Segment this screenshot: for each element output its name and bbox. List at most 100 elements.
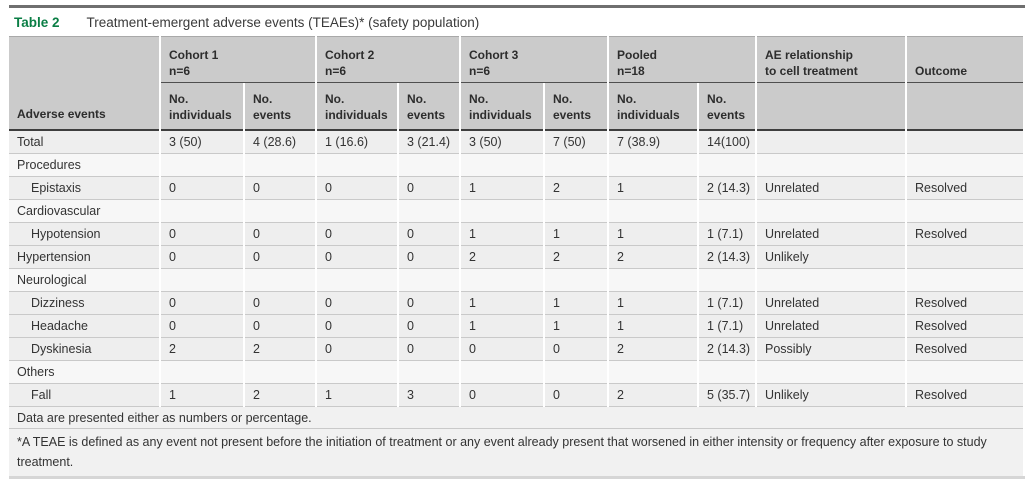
value-cell: 1 — [461, 223, 543, 246]
value-cell: 0 — [461, 384, 543, 407]
subcolumn-header-no-events-line: No. — [553, 92, 573, 107]
value-cell: 0 — [317, 246, 397, 269]
subcolumn-header-no-individuals: No. individuals — [161, 83, 243, 131]
category-row-cell — [907, 154, 1023, 177]
category-row-cell — [757, 200, 905, 223]
category-row-cell — [461, 361, 543, 384]
subcolumn-header-no-individuals-line: individuals — [617, 107, 680, 122]
value-cell: 2 (14.3) — [699, 338, 755, 361]
value-cell: 2 — [609, 246, 697, 269]
outcome-cell: Resolved — [907, 315, 1023, 338]
outcome-cell: Resolved — [907, 223, 1023, 246]
value-cell: 3 (50) — [161, 131, 243, 154]
category-row-cell — [757, 269, 905, 292]
value-cell: 2 — [609, 384, 697, 407]
column-group-header-pooled-line: Pooled — [617, 48, 658, 63]
value-cell: 1 (7.1) — [699, 315, 755, 338]
subcolumn-header-no-individuals-line: No. — [469, 92, 489, 107]
relationship-cell: Unrelated — [757, 315, 905, 338]
subcolumn-header-no-events: No. events — [545, 83, 607, 131]
value-cell: 2 — [545, 177, 607, 200]
category-row-cell — [161, 269, 243, 292]
value-cell: 0 — [245, 292, 315, 315]
value-cell: 1 — [545, 223, 607, 246]
value-cell: 1 — [461, 177, 543, 200]
value-cell: 2 (14.3) — [699, 177, 755, 200]
footnote-data-presentation: Data are presented either as numbers or … — [9, 407, 1023, 429]
subcolumn-header-spacer — [907, 83, 1023, 131]
subcolumn-header-no-individuals-line: No. — [169, 92, 189, 107]
value-cell: 7 (38.9) — [609, 131, 697, 154]
category-row-cell — [699, 269, 755, 292]
value-cell: 0 — [399, 177, 459, 200]
value-cell: 0 — [399, 315, 459, 338]
category-row-cell — [317, 269, 397, 292]
value-cell: 0 — [161, 246, 243, 269]
subcolumn-header-no-events: No. events — [399, 83, 459, 131]
value-cell: 1 (7.1) — [699, 223, 755, 246]
column-group-header-pooled-line: n=18 — [617, 63, 645, 78]
adverse-event-label: Epistaxis — [9, 177, 159, 200]
column-header-ae-relationship-line: AE relationship — [765, 48, 854, 63]
table-figure: Table 2 Treatment-emergent adverse event… — [9, 5, 1025, 479]
table-title: Treatment-emergent adverse events (TEAEs… — [86, 15, 480, 30]
column-group-header-cohort-2: Cohort 2 n=6 — [317, 36, 459, 83]
relationship-cell: Unlikely — [757, 384, 905, 407]
value-cell: 0 — [545, 338, 607, 361]
column-header-ae-relationship: AE relationship to cell treatment — [757, 36, 905, 83]
subcolumn-header-spacer — [757, 83, 905, 131]
value-cell: 0 — [399, 292, 459, 315]
subcolumn-header-no-individuals-line: No. — [325, 92, 345, 107]
value-cell: 0 — [161, 177, 243, 200]
category-row-cell — [161, 154, 243, 177]
value-cell: 1 — [461, 315, 543, 338]
adverse-event-label: Dyskinesia — [9, 338, 159, 361]
category-row-label: Neurological — [9, 269, 159, 292]
value-cell: 2 — [161, 338, 243, 361]
category-row-cell — [461, 200, 543, 223]
adverse-event-label: Dizziness — [9, 292, 159, 315]
category-row-label: Cardiovascular — [9, 200, 159, 223]
value-cell: 3 (50) — [461, 131, 543, 154]
category-row-cell — [545, 154, 607, 177]
value-cell: 5 (35.7) — [699, 384, 755, 407]
relationship-cell: Unrelated — [757, 223, 905, 246]
value-cell: 1 — [545, 292, 607, 315]
adverse-events-table: Adverse events Cohort 1 n=6 Cohort 2 n=6 Coho… — [9, 36, 1025, 479]
value-cell: 0 — [245, 223, 315, 246]
category-row-cell — [245, 269, 315, 292]
value-cell: 2 — [609, 338, 697, 361]
category-row-cell — [317, 200, 397, 223]
column-header-outcome: Outcome — [907, 36, 1023, 83]
value-cell: 1 — [609, 315, 697, 338]
category-row-cell — [461, 269, 543, 292]
column-header-outcome-line: Outcome — [915, 63, 968, 78]
subcolumn-header-no-events-line: No. — [707, 92, 727, 107]
value-cell: 0 — [245, 246, 315, 269]
category-row-cell — [161, 361, 243, 384]
adverse-event-label: Hypotension — [9, 223, 159, 246]
value-cell: 0 — [545, 384, 607, 407]
column-group-header-cohort-3-line: Cohort 3 — [469, 48, 519, 63]
subcolumn-header-no-events-line: events — [553, 107, 592, 122]
category-row-cell — [907, 269, 1023, 292]
category-row-label: Others — [9, 361, 159, 384]
category-row-cell — [907, 361, 1023, 384]
category-row-cell — [609, 269, 697, 292]
category-row-cell — [757, 154, 905, 177]
value-cell: 0 — [161, 223, 243, 246]
subcolumn-header-no-events: No. events — [245, 83, 315, 131]
value-cell: 1 — [461, 292, 543, 315]
value-cell: 0 — [317, 223, 397, 246]
adverse-event-label: Fall — [9, 384, 159, 407]
value-cell: 4 (28.6) — [245, 131, 315, 154]
category-row-cell — [699, 200, 755, 223]
relationship-cell: Unrelated — [757, 177, 905, 200]
table-number-label: Table 2 — [14, 15, 60, 30]
column-group-header-cohort-2-line: n=6 — [325, 63, 347, 78]
value-cell: 0 — [317, 177, 397, 200]
value-cell: 0 — [399, 246, 459, 269]
subcolumn-header-no-individuals-line: No. — [617, 92, 637, 107]
subcolumn-header-no-events-line: events — [707, 107, 746, 122]
value-cell: 0 — [317, 338, 397, 361]
